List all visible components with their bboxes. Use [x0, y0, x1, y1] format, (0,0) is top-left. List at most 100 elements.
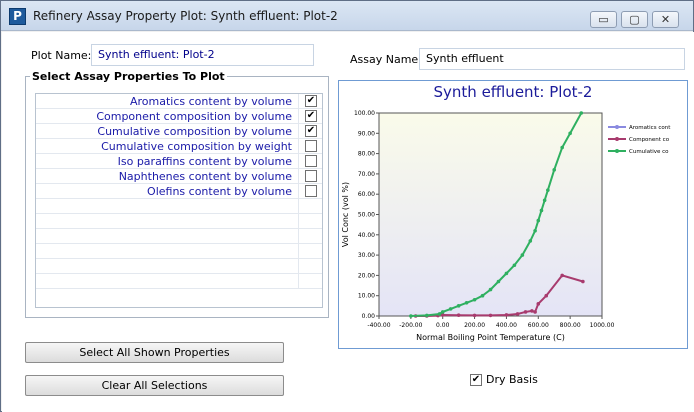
property-checkbox[interactable]: ✔ — [305, 125, 317, 137]
y-tick-label: 70.00 — [358, 171, 375, 178]
property-checkbox[interactable] — [305, 155, 317, 167]
empty-check-cell — [298, 229, 322, 244]
series-point — [536, 302, 541, 306]
property-check-cell: ✔ — [298, 124, 322, 139]
series-point — [530, 309, 534, 313]
plot-name-input[interactable]: Synth effluent: Plot-2 — [91, 44, 314, 66]
property-row[interactable]: Component composition by volume ✔ — [36, 109, 322, 124]
x-tick-label: 400.00 — [496, 322, 517, 329]
chart-title: Synth effluent: Plot-2 — [433, 83, 593, 101]
chart-panel: Synth effluent: Plot-2 -400.00 -200.00 0.0… — [338, 80, 688, 349]
y-tick-label: 0.00 — [362, 313, 376, 320]
y-tick-label: 90.00 — [358, 130, 375, 137]
property-row[interactable]: Iso paraffins content by volume — [36, 154, 322, 169]
clear-all-button[interactable]: Clear All Selections — [25, 375, 284, 396]
dry-basis-label: Dry Basis — [486, 373, 538, 386]
y-axis-label: Vol Conc (vol %) — [341, 182, 350, 247]
property-checkbox[interactable]: ✔ — [305, 95, 317, 107]
series-point — [440, 313, 445, 317]
assay-name-label: Assay Name: — [350, 53, 422, 66]
properties-list[interactable]: Aromatics content by volume ✔ Component co… — [35, 93, 323, 308]
empty-check-cell — [298, 199, 322, 214]
property-check-cell — [298, 184, 322, 199]
x-axis-label: Normal Boiling Point Temperature (C) — [416, 333, 565, 342]
series-point — [448, 307, 453, 311]
empty-row — [36, 229, 322, 244]
property-check-cell — [298, 169, 322, 184]
select-all-button[interactable]: Select All Shown Properties — [25, 342, 284, 363]
series-point — [568, 131, 572, 136]
maximize-button[interactable]: ▢ — [621, 11, 648, 28]
series-point — [523, 310, 528, 314]
empty-row — [36, 199, 322, 214]
series-point — [560, 273, 564, 278]
series-point — [512, 263, 517, 268]
property-label: Aromatics content by volume — [130, 95, 292, 108]
property-checkbox[interactable] — [305, 140, 317, 152]
series-point — [579, 111, 584, 115]
x-tick-label: 1000.00 — [590, 322, 615, 329]
series-point — [546, 188, 550, 192]
x-tick-label: -200.00 — [399, 322, 422, 329]
y-tick-label: 50.00 — [358, 212, 375, 219]
series-point — [480, 293, 485, 298]
series-point — [496, 279, 501, 284]
series-point — [520, 253, 525, 257]
series-point — [456, 304, 461, 308]
title-bar[interactable]: P Refinery Assay Property Plot: Synth ef… — [1, 1, 693, 31]
x-tick-label: 0.00 — [436, 322, 450, 329]
x-tick-label: 600.00 — [528, 322, 549, 329]
empty-check-cell — [298, 244, 322, 259]
series-point — [542, 198, 547, 203]
y-tick-label: 10.00 — [358, 293, 375, 300]
property-row[interactable]: Cumulative composition by volume ✔ — [36, 124, 322, 139]
series-point — [560, 145, 564, 150]
dry-basis-checkbox[interactable]: ✔ — [470, 374, 482, 386]
property-checkbox[interactable]: ✔ — [305, 110, 317, 122]
series-point — [581, 279, 585, 284]
dry-basis-option[interactable]: ✔ Dry Basis — [470, 373, 538, 386]
series-point — [528, 239, 533, 243]
legend-marker — [615, 125, 619, 129]
property-row[interactable]: Cumulative composition by weight — [36, 139, 322, 154]
legend-marker — [615, 149, 619, 153]
x-tick-label: -400.00 — [367, 322, 390, 329]
property-row[interactable]: Aromatics content by volume ✔ — [36, 94, 322, 109]
y-tick-label: 80.00 — [358, 151, 375, 158]
series-point — [424, 313, 429, 318]
empty-row — [36, 214, 322, 229]
y-tick-label: 30.00 — [358, 252, 375, 259]
series-point — [488, 313, 493, 318]
series-point — [472, 297, 477, 302]
window-title: Refinery Assay Property Plot: Synth effl… — [33, 9, 338, 23]
x-tick-label: 200.00 — [464, 322, 485, 329]
y-tick-label: 40.00 — [358, 232, 375, 239]
property-check-cell: ✔ — [298, 94, 322, 109]
property-check-cell — [298, 139, 322, 154]
property-row[interactable]: Naphthenes content by volume — [36, 169, 322, 184]
property-label: Naphthenes content by volume — [118, 170, 292, 183]
series-point — [536, 218, 541, 223]
series-point — [544, 293, 549, 298]
app-logo-icon: P — [9, 8, 26, 25]
property-label: Iso paraffins content by volume — [117, 155, 292, 168]
property-label: Olefins content by volume — [147, 185, 292, 198]
property-checkbox[interactable] — [305, 170, 317, 182]
line-chart: -400.00 -200.00 0.00 200.00 400.00 600.00 800.… — [341, 110, 671, 342]
empty-row — [36, 274, 322, 289]
property-check-cell — [298, 154, 322, 169]
dialog-body: Plot Name: Synth effluent: Plot-2 Assay … — [2, 32, 694, 412]
series-point — [504, 271, 509, 276]
series-point — [539, 208, 544, 213]
property-checkbox[interactable] — [305, 185, 317, 197]
minimize-button[interactable]: ▭ — [590, 11, 617, 28]
close-button[interactable]: ✕ — [652, 11, 679, 28]
plot-area — [378, 112, 603, 317]
empty-check-cell — [298, 214, 322, 229]
property-label: Component composition by volume — [96, 110, 292, 123]
series-point — [552, 168, 557, 172]
y-tick-label: 100.00 — [354, 110, 375, 117]
assay-name-input[interactable]: Synth effluent — [419, 48, 685, 70]
series-point — [533, 310, 537, 314]
property-row[interactable]: Olefins content by volume — [36, 184, 322, 199]
